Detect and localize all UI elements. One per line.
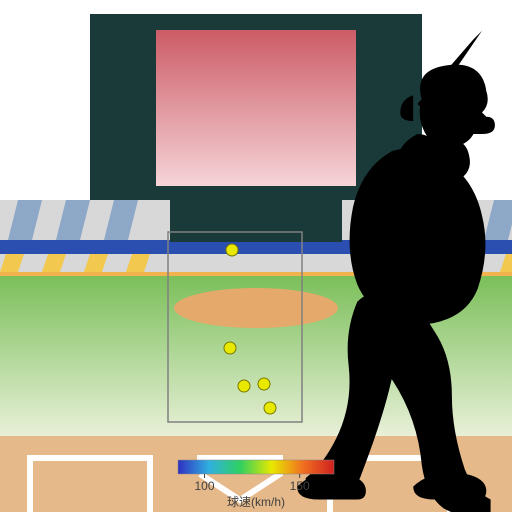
velocity-colorbar [178, 460, 334, 474]
pitch-marker [224, 342, 236, 354]
colorbar-tick-label: 100 [195, 479, 215, 493]
pitch-marker [238, 380, 250, 392]
pitch-marker [258, 378, 270, 390]
chart-svg: 100 150 球速(km/h) [0, 0, 512, 512]
pitch-location-chart: 100 150 球速(km/h) [0, 0, 512, 512]
scoreboard-support [170, 200, 342, 242]
pitch-marker [264, 402, 276, 414]
colorbar-tick-label: 150 [290, 479, 310, 493]
colorbar-label: 球速(km/h) [227, 495, 285, 509]
pitchers-mound [174, 288, 338, 328]
pitch-marker [226, 244, 238, 256]
scoreboard-screen [156, 30, 356, 186]
